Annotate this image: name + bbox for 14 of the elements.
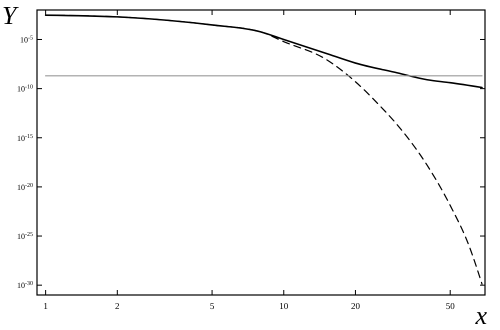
y-tick-label: 10$^{-25}$ xyxy=(17,232,33,242)
x-tick-label: 1 xyxy=(43,301,48,311)
y-tick-label: 10$^{-20}$ xyxy=(17,182,33,192)
y-tick-label: 10$^{-15}$ xyxy=(17,134,33,143)
y-tick-label: 10$^{-30}$ xyxy=(17,281,33,290)
x-tick-label: 20 xyxy=(350,301,360,311)
y-tick-label: 10$^{-5}$ xyxy=(20,35,33,44)
x-tick-label: 5 xyxy=(210,301,215,311)
x-tick-label: 10 xyxy=(279,301,289,311)
y-axis-title: Y xyxy=(2,1,19,30)
y-tick-label: 10$^{-10}$ xyxy=(17,84,33,94)
x-axis-title: x xyxy=(474,301,488,330)
x-tick-label: 50 xyxy=(446,301,456,311)
x-tick-label: 2 xyxy=(115,301,120,311)
